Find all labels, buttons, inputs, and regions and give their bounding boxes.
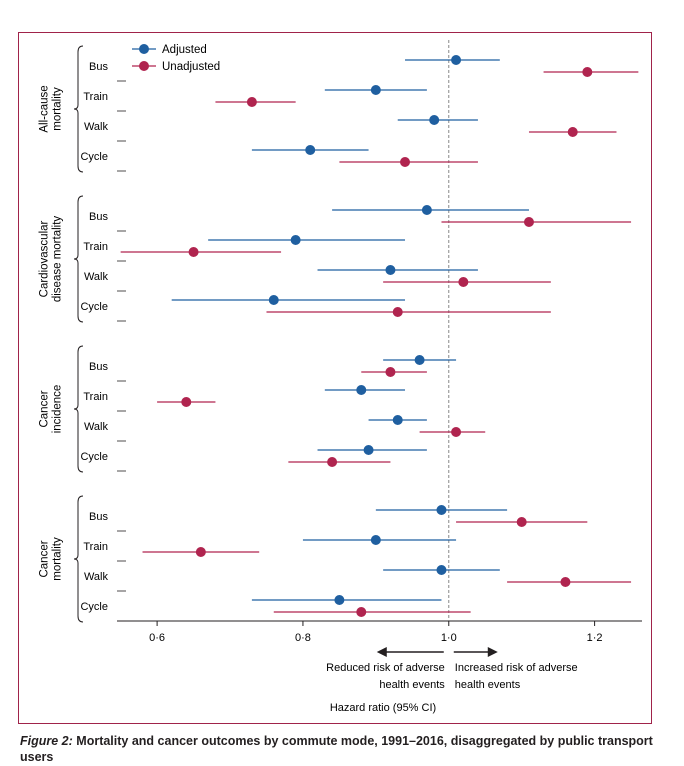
annotation-increased-risk: health events <box>455 679 521 691</box>
group-bracket <box>73 195 84 323</box>
adjusted-point <box>363 445 374 455</box>
annotation-reduced-risk: Reduced risk of adverse <box>326 662 445 674</box>
unadjusted-point <box>458 277 469 287</box>
mode-label: Train <box>83 91 108 103</box>
adjusted-point <box>290 235 301 245</box>
annotation-reduced-risk: health events <box>379 679 445 691</box>
unadjusted-point <box>451 427 462 437</box>
legend-adjusted-label: Adjusted <box>162 44 207 56</box>
group-label: disease mortality <box>52 216 64 303</box>
legend-adjusted-marker <box>139 44 149 54</box>
adjusted-point <box>436 565 447 575</box>
mode-label: Cycle <box>80 451 108 463</box>
mode-label: Bus <box>89 511 108 523</box>
mode-label: Train <box>83 241 108 253</box>
unadjusted-point <box>195 547 206 557</box>
figure-label: Figure 2: <box>20 734 73 748</box>
mode-label: Bus <box>89 211 108 223</box>
unadjusted-point <box>582 67 593 77</box>
figure-frame <box>18 32 652 724</box>
unadjusted-point <box>327 457 338 467</box>
unadjusted-point <box>246 97 257 107</box>
legend-unadjusted-label: Unadjusted <box>162 61 220 73</box>
adjusted-point <box>385 265 396 275</box>
unadjusted-point <box>385 367 396 377</box>
group-bracket <box>73 495 84 623</box>
annotation-increased-risk: Increased risk of adverse <box>455 662 578 674</box>
group-label: mortality <box>52 537 64 581</box>
adjusted-point <box>436 505 447 515</box>
group-label: incidence <box>52 385 64 434</box>
adjusted-point <box>334 595 345 605</box>
x-axis-title: Hazard ratio (95% CI) <box>330 702 436 714</box>
legend-unadjusted-marker <box>139 61 149 71</box>
adjusted-point <box>356 385 367 395</box>
group-label: Cancer <box>39 390 51 427</box>
adjusted-point <box>305 145 316 155</box>
adjusted-point <box>421 205 432 215</box>
mode-label: Walk <box>84 271 109 283</box>
unadjusted-point <box>516 517 527 527</box>
adjusted-point <box>451 55 462 65</box>
figure-caption-text: Mortality and cancer outcomes by commute… <box>20 734 653 764</box>
x-tick-label: 0·8 <box>295 632 311 644</box>
mode-label: Cycle <box>80 151 108 163</box>
adjusted-point <box>429 115 440 125</box>
x-tick-label: 1·0 <box>441 632 457 644</box>
group-label: All-cause <box>39 85 51 132</box>
unadjusted-point <box>188 247 199 257</box>
unadjusted-point <box>356 607 367 617</box>
mode-label: Train <box>83 541 108 553</box>
unadjusted-point <box>400 157 411 167</box>
group-label: Cancer <box>39 540 51 577</box>
unadjusted-point <box>181 397 192 407</box>
unadjusted-point <box>560 577 571 587</box>
unadjusted-point <box>392 307 403 317</box>
group-label: Cardiovascular <box>39 220 51 297</box>
unadjusted-point <box>523 217 534 227</box>
adjusted-point <box>414 355 425 365</box>
group-label: mortality <box>52 87 64 131</box>
x-tick-label: 0·6 <box>149 632 165 644</box>
group-bracket <box>73 45 84 173</box>
mode-label: Bus <box>89 61 108 73</box>
arrow-left-head <box>376 647 387 657</box>
arrow-right-head <box>487 647 498 657</box>
mode-label: Cycle <box>80 301 108 313</box>
unadjusted-point <box>567 127 578 137</box>
adjusted-point <box>392 415 403 425</box>
mode-label: Walk <box>84 121 109 133</box>
figure-caption: Figure 2: Mortality and cancer outcomes … <box>20 733 660 765</box>
mode-label: Train <box>83 391 108 403</box>
adjusted-point <box>370 85 381 95</box>
mode-label: Cycle <box>80 601 108 613</box>
adjusted-point <box>370 535 381 545</box>
group-bracket <box>73 345 84 473</box>
mode-label: Bus <box>89 361 108 373</box>
mode-label: Walk <box>84 421 109 433</box>
mode-label: Walk <box>84 571 109 583</box>
x-tick-label: 1·2 <box>587 632 603 644</box>
adjusted-point <box>268 295 279 305</box>
